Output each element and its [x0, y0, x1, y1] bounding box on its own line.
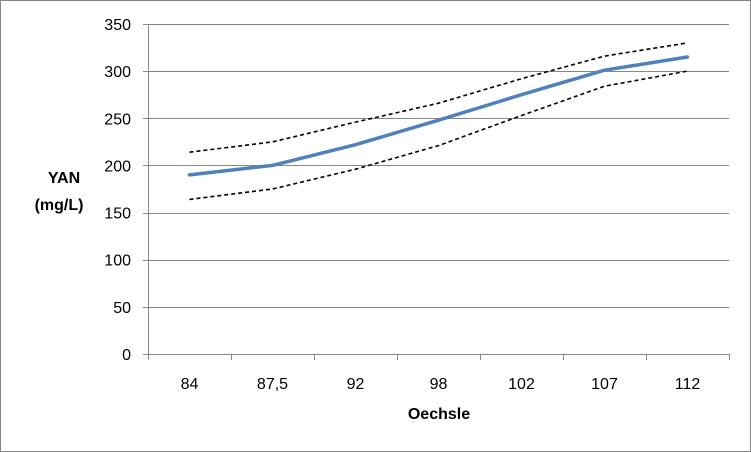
yan-series-line [187, 55, 690, 177]
y-axis-title-line-2: (mg/L) [35, 197, 84, 214]
x-tick-label: 107 [591, 376, 618, 393]
axes [143, 24, 730, 360]
x-tick-label: 87,5 [257, 376, 288, 393]
gridlines [148, 24, 729, 308]
y-tick-label: 100 [104, 253, 131, 270]
y-tick-label: 50 [113, 300, 131, 317]
x-tick-label: 98 [430, 376, 448, 393]
y-tick-label: 350 [104, 17, 131, 34]
y-tick-label: 300 [104, 64, 131, 81]
y-tick-label: 150 [104, 206, 131, 223]
y-axis-title-line-1: YAN [48, 170, 80, 187]
y-tick-label: 250 [104, 111, 131, 128]
x-tick-label: 112 [675, 376, 701, 393]
lower-bound-line [189, 70, 688, 201]
upper-bound-line [189, 42, 688, 153]
x-axis-tick-labels: 84 87,5 92 98 102 107 112 [181, 376, 701, 393]
y-axis-tick-labels: 0 50 100 150 200 250 300 350 [104, 17, 131, 364]
x-tick-label: 102 [508, 376, 535, 393]
x-tick-label: 84 [181, 376, 199, 393]
y-tick-label: 200 [104, 158, 131, 175]
y-tick-label: 0 [122, 347, 131, 364]
x-axis-title: Oechsle [408, 406, 470, 423]
series-layer [187, 42, 690, 201]
x-tick-label: 92 [347, 376, 365, 393]
